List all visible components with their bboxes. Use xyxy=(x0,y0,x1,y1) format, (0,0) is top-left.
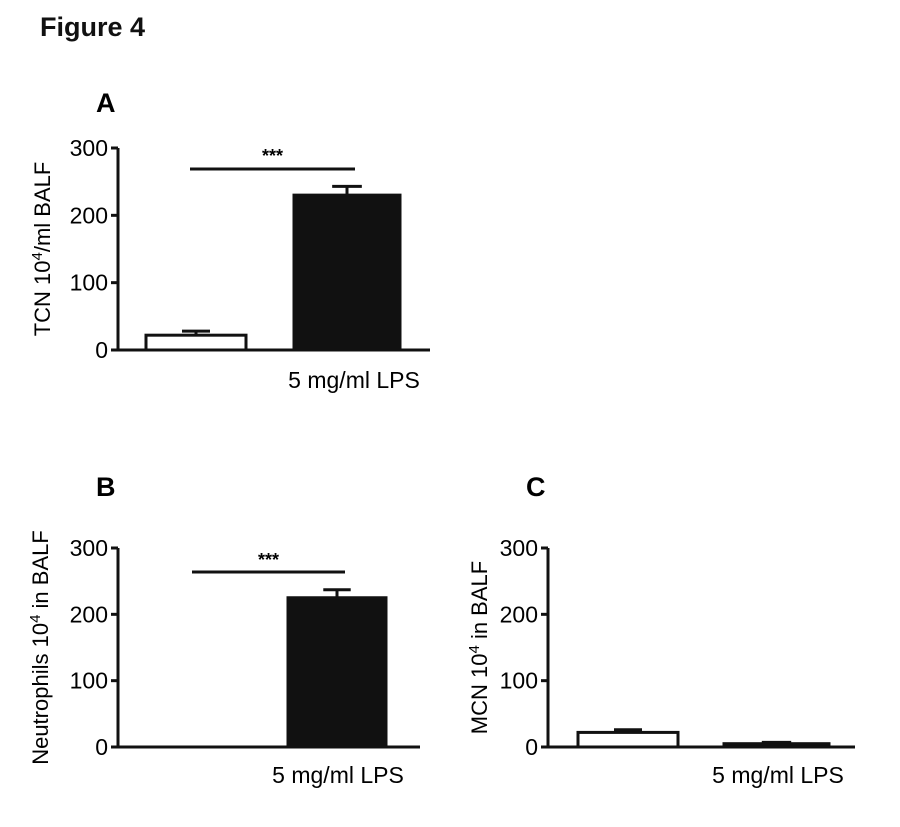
y-tick-label: 100 xyxy=(500,668,538,694)
category-label: 5 mg/ml LPS xyxy=(272,762,404,788)
y-axis-label: TCN 104/ml BALF xyxy=(29,162,55,337)
y-tick-label: 0 xyxy=(95,337,108,363)
panel-letter: B xyxy=(96,472,116,502)
panel-a: A 0 100 200 300 TCN 104/ml BALF 5 mg/ml LPS *** xyxy=(29,88,430,393)
bar xyxy=(722,742,831,749)
significance-label: *** xyxy=(258,550,279,570)
panel-letter: C xyxy=(526,472,546,502)
y-tick-label: 300 xyxy=(70,135,108,161)
y-axis-label: Neutrophils 104 in BALF xyxy=(27,530,53,765)
bar xyxy=(292,193,402,352)
panel-letter: A xyxy=(96,88,116,118)
y-tick-label: 200 xyxy=(500,601,538,627)
figure-title: Figure 4 xyxy=(40,12,146,42)
y-tick-label: 0 xyxy=(95,734,108,760)
bar xyxy=(144,333,248,352)
bar xyxy=(286,596,388,749)
y-tick-label: 100 xyxy=(70,270,108,296)
significance-label: *** xyxy=(262,146,283,166)
y-tick-label: 200 xyxy=(70,601,108,627)
y-axis-label: MCN 104 in BALF xyxy=(466,561,492,734)
panel-b: B 0 100 200 300 Neutrophils 104 in BALF 5 mg/m… xyxy=(27,472,420,788)
category-label: 5 mg/ml LPS xyxy=(288,367,420,393)
category-label: 5 mg/ml LPS xyxy=(712,762,844,788)
y-tick-label: 300 xyxy=(70,535,108,561)
y-tick-label: 300 xyxy=(500,535,538,561)
y-tick-label: 100 xyxy=(70,668,108,694)
y-tick-label: 200 xyxy=(70,202,108,228)
y-tick-label: 0 xyxy=(525,734,538,760)
bar xyxy=(576,730,680,749)
panel-c: C 0 100 200 300 MCN 104 in BALF 5 mg/ml LPS xyxy=(466,472,855,788)
